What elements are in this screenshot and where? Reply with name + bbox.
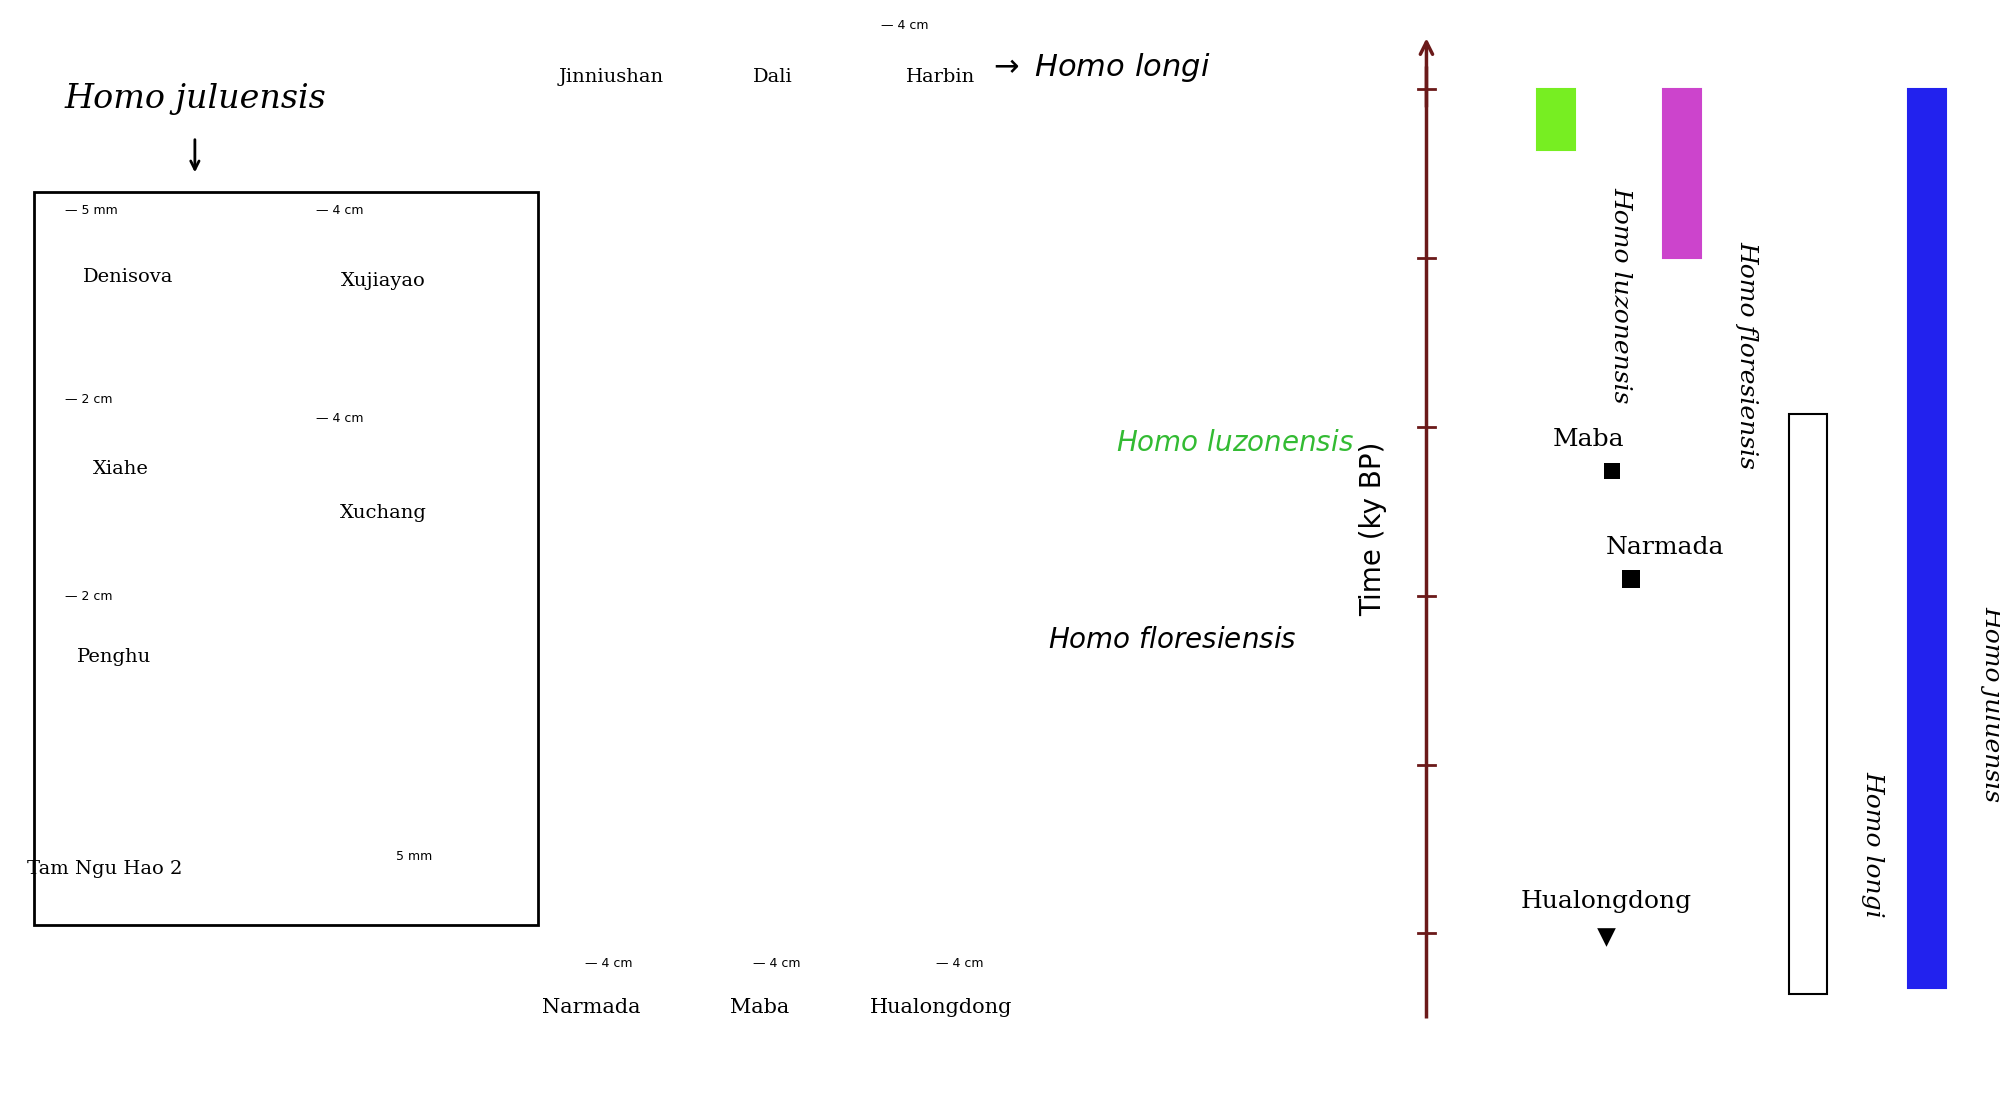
Point [1596,462,1628,480]
Bar [1536,90,1574,150]
Bar [34,192,538,925]
Text: — 5 mm: — 5 mm [64,204,118,217]
Text: — 2 cm: — 2 cm [64,590,112,603]
Text: — 2 cm: — 2 cm [64,393,112,406]
Text: Homo luzonensis: Homo luzonensis [1610,187,1632,404]
Text: Xuchang: Xuchang [340,504,426,521]
Text: — 4 cm: — 4 cm [316,204,364,217]
Point [1590,929,1622,946]
Text: Xujiayao: Xujiayao [340,272,426,289]
Text: Narmada: Narmada [1606,535,1724,558]
Text: — 4 cm: — 4 cm [316,412,364,425]
Text: Hualongdong: Hualongdong [870,998,1012,1017]
Text: Tam Ngu Hao 2: Tam Ngu Hao 2 [28,860,182,877]
Text: Dali: Dali [752,68,792,85]
Text: — 4 cm: — 4 cm [880,19,928,32]
Text: Narmada: Narmada [542,998,640,1017]
Bar [1662,90,1700,258]
Text: Hualongdong: Hualongdong [1520,890,1692,913]
Text: Xiahe: Xiahe [94,460,148,477]
Text: — 4 cm: — 4 cm [936,957,984,970]
Text: 5 mm: 5 mm [396,850,432,863]
Text: Homo floresiensis: Homo floresiensis [1736,241,1758,470]
Text: $\it{Homo\ luzonensis}$: $\it{Homo\ luzonensis}$ [1116,430,1354,457]
Bar [1788,414,1826,994]
Text: Homo longi: Homo longi [1862,772,1884,918]
Text: Time (ky BP): Time (ky BP) [1358,441,1386,615]
Text: →  $\it{Homo\ longi}$: → $\it{Homo\ longi}$ [994,51,1210,84]
Text: Denisova: Denisova [82,268,172,286]
Text: — 4 cm: — 4 cm [754,957,800,970]
Point [1616,570,1648,588]
Text: Maba: Maba [1552,428,1624,451]
Text: Homo juluensis: Homo juluensis [1980,606,2000,803]
Text: Harbin: Harbin [906,68,976,85]
Text: Homo juluensis: Homo juluensis [64,83,326,115]
Text: Maba: Maba [730,998,788,1017]
Text: Penghu: Penghu [78,648,152,666]
Bar [1908,90,1946,988]
Text: — 4 cm: — 4 cm [586,957,632,970]
Text: Jinniushan: Jinniushan [558,68,664,85]
Text: $\it{Homo\ floresiensis}$: $\it{Homo\ floresiensis}$ [1048,627,1296,654]
